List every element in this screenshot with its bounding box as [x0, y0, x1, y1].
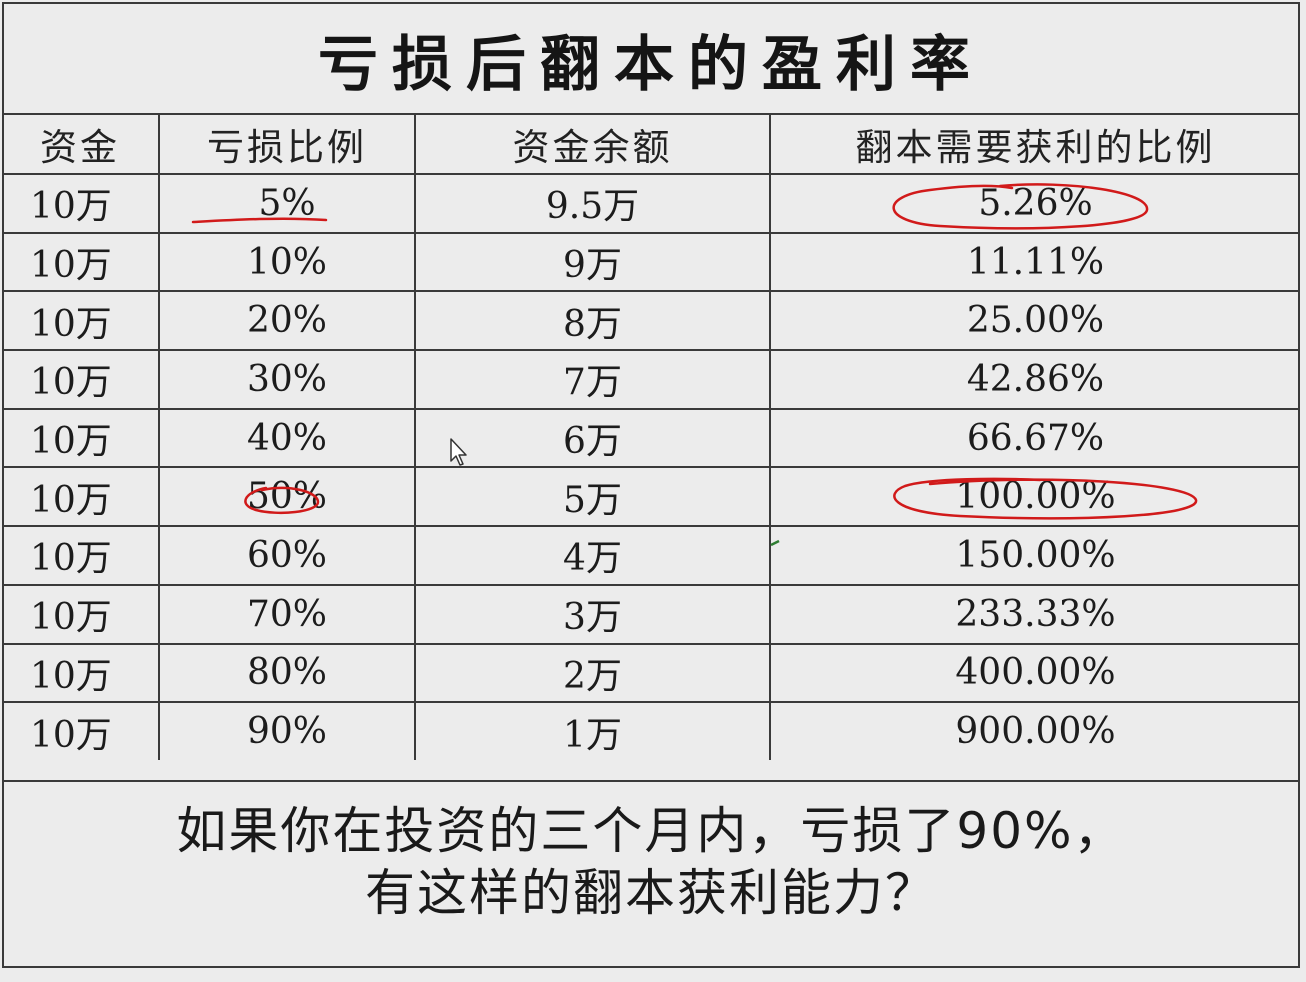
- cell-required-gain: 233.33%: [769, 583, 1300, 645]
- cell-loss-ratio: 30%: [158, 349, 416, 410]
- table-row: 10万 60% 4万 150.00%: [2, 525, 1300, 586]
- table-row: 10万 70% 3万 233.33%: [2, 583, 1300, 645]
- cell-loss-ratio: 10%: [158, 231, 416, 293]
- table-row: 10万 30% 7万 42.86%: [2, 349, 1300, 410]
- cell-remaining-balance: 9万: [414, 231, 771, 293]
- cell-remaining-balance: 5万: [414, 466, 771, 528]
- cell-capital: 10万: [2, 231, 160, 293]
- cell-capital: 10万: [2, 525, 160, 586]
- cell-loss-ratio: 80%: [158, 642, 416, 704]
- cell-remaining-balance: 2万: [414, 642, 771, 704]
- header-required-gain: 翻本需要获利的比例: [769, 115, 1300, 175]
- note-divider: [2, 780, 1300, 782]
- cell-capital: 10万: [2, 466, 160, 528]
- table-row: 10万 10% 9万 11.11%: [2, 231, 1300, 293]
- cell-remaining-balance: 7万: [414, 349, 771, 410]
- cell-required-gain: 5.26%: [769, 173, 1300, 234]
- closing-question: 如果你在投资的三个月内，亏损了90%， 有这样的翻本获利能力？: [4, 800, 1298, 924]
- cell-loss-ratio: 90%: [158, 701, 416, 760]
- cell-capital: 10万: [2, 407, 160, 469]
- closing-question-line-1: 如果你在投资的三个月内，亏损了90%，: [176, 802, 1126, 860]
- cell-loss-ratio: 40%: [158, 407, 416, 469]
- cell-capital: 10万: [2, 583, 160, 645]
- cell-required-gain: 100.00%: [769, 466, 1300, 528]
- cell-capital: 10万: [2, 173, 160, 234]
- cell-remaining-balance: 8万: [414, 290, 771, 352]
- table-row: 10万 20% 8万 25.00%: [2, 290, 1300, 352]
- table-row: 10万 50% 5万 100.00%: [2, 466, 1300, 528]
- cell-required-gain: 900.00%: [769, 701, 1300, 760]
- cell-required-gain: 150.00%: [769, 525, 1300, 586]
- header-capital: 资金: [2, 115, 160, 175]
- table-row: 10万 40% 6万 66.67%: [2, 407, 1300, 469]
- table-row: 10万 90% 1万 900.00%: [2, 701, 1300, 760]
- cell-loss-ratio: 70%: [158, 583, 416, 645]
- table-header-row: 资金 亏损比例 资金余额 翻本需要获利的比例: [2, 115, 1300, 175]
- header-loss-ratio: 亏损比例: [158, 115, 416, 175]
- cell-remaining-balance: 4万: [414, 525, 771, 586]
- closing-question-line-2: 有这样的翻本获利能力？: [365, 864, 937, 922]
- cell-remaining-balance: 6万: [414, 407, 771, 469]
- cell-loss-ratio: 60%: [158, 525, 416, 586]
- cell-capital: 10万: [2, 701, 160, 760]
- cell-capital: 10万: [2, 290, 160, 352]
- cell-capital: 10万: [2, 642, 160, 704]
- cell-required-gain: 400.00%: [769, 642, 1300, 704]
- page-title: 亏损后翻本的盈利率: [318, 29, 984, 100]
- cell-loss-ratio: 50%: [158, 466, 416, 528]
- header-remaining-balance: 资金余额: [414, 115, 771, 175]
- cell-loss-ratio: 20%: [158, 290, 416, 352]
- cell-required-gain: 25.00%: [769, 290, 1300, 352]
- cell-required-gain: 42.86%: [769, 349, 1300, 410]
- cell-required-gain: 66.67%: [769, 407, 1300, 469]
- cell-remaining-balance: 1万: [414, 701, 771, 760]
- cell-required-gain: 11.11%: [769, 231, 1300, 293]
- table-row: 10万 5% 9.5万 5.26%: [2, 173, 1300, 234]
- title-divider: [2, 113, 1300, 115]
- mouse-pointer-icon: [450, 438, 467, 466]
- cell-remaining-balance: 3万: [414, 583, 771, 645]
- recovery-table: 资金 亏损比例 资金余额 翻本需要获利的比例 10万 5% 9.5万 5.26%…: [2, 115, 1300, 760]
- cell-loss-ratio: 5%: [158, 173, 416, 234]
- cell-capital: 10万: [2, 349, 160, 410]
- table-row: 10万 80% 2万 400.00%: [2, 642, 1300, 704]
- cell-remaining-balance: 9.5万: [414, 173, 771, 234]
